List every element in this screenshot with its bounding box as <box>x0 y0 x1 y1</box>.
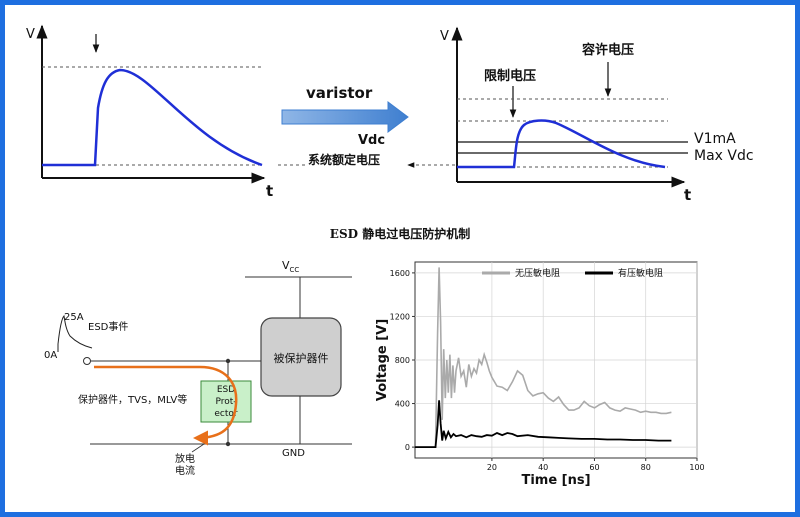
discharge-current-path <box>94 365 238 446</box>
y-axis-label: V <box>440 29 449 44</box>
input-terminal <box>83 357 91 365</box>
protected-device-box <box>260 317 342 397</box>
top-right-plot: V t 容许电压 限制电压 V1mA Max Vdc <box>440 26 754 204</box>
x-axis-label: t <box>684 186 691 204</box>
top-left-plot: V t <box>26 24 273 200</box>
esd-protector-line-3: ector <box>214 409 238 419</box>
y-tick-label: 400 <box>395 400 410 409</box>
x-tick-label: 60 <box>589 463 599 472</box>
legend-label-1: 无压敏电阻 <box>515 267 560 279</box>
y-tick-label: 1200 <box>390 312 410 321</box>
zero-current-label: 0A <box>44 350 57 361</box>
varistor-label: varistor <box>306 84 373 102</box>
gnd-label: GND <box>282 448 305 459</box>
voltage-measurement-chart: 0 400 800 1200 1600 20 40 60 80 100 Time [ns] Volta… <box>375 261 705 488</box>
discharge-current-label-line-1: 放电 <box>175 452 195 465</box>
y-tick-label: 800 <box>395 356 410 365</box>
protected-device-label: 被保护器件 <box>274 351 329 365</box>
max-vdc-label: Max Vdc <box>694 148 754 164</box>
y-axis-title: Voltage [V] <box>375 319 390 401</box>
protector-types-label: 保护器件，TVS，MLV等 <box>78 393 187 406</box>
esd-circuit: VCC 被保护器件 GND ESD Prot- ector 25A ESD事件 … <box>44 259 352 477</box>
esd-pulse-waveform <box>57 314 93 352</box>
allowed-voltage-label: 容许电压 <box>581 42 634 58</box>
x-tick-label: 20 <box>487 463 497 472</box>
y-tick-label: 0 <box>405 443 410 452</box>
surge-waveform <box>42 68 263 167</box>
vcc-subscript: CC <box>290 266 300 274</box>
x-tick-label: 40 <box>538 463 548 472</box>
y-tick-label: 1600 <box>390 269 410 278</box>
clamped-waveform <box>457 119 666 169</box>
series-line-1 <box>415 267 672 448</box>
x-tick-label: 80 <box>641 463 651 472</box>
rated-voltage-label: 系统额定电压 <box>308 152 380 167</box>
peak-current-label: 25A <box>64 312 84 323</box>
figure-svg: V t varistor Vdc 系统额定电压 V t 容许电压 限制电压 V1… <box>26 24 754 488</box>
esd-protector-box <box>200 380 252 423</box>
esd-event-label: ESD事件 <box>88 320 128 333</box>
esd-protector-line-1: ESD <box>217 385 235 395</box>
section-title: ESD 静电过电压防护机制 <box>330 226 470 241</box>
x-axis-label: t <box>266 182 273 200</box>
x-axis-title: Time [ns] <box>521 473 590 488</box>
legend-label-2: 有压敏电阻 <box>618 267 663 279</box>
clamp-voltage-label: 限制电压 <box>484 68 536 84</box>
x-tick-label: 100 <box>689 463 704 472</box>
discharge-label-leader <box>191 443 205 453</box>
discharge-current-label-line-2: 电流 <box>175 464 195 477</box>
v1ma-label: V1mA <box>694 131 736 147</box>
vdc-label: Vdc <box>358 133 385 148</box>
varistor-arrow <box>281 101 409 133</box>
esd-protector-line-2: Prot- <box>215 397 236 407</box>
y-axis-label: V <box>26 27 35 42</box>
vcc-label: VCC <box>282 259 299 274</box>
varistor-transition: varistor Vdc 系统额定电压 <box>278 84 455 168</box>
series-line-2 <box>415 400 672 449</box>
